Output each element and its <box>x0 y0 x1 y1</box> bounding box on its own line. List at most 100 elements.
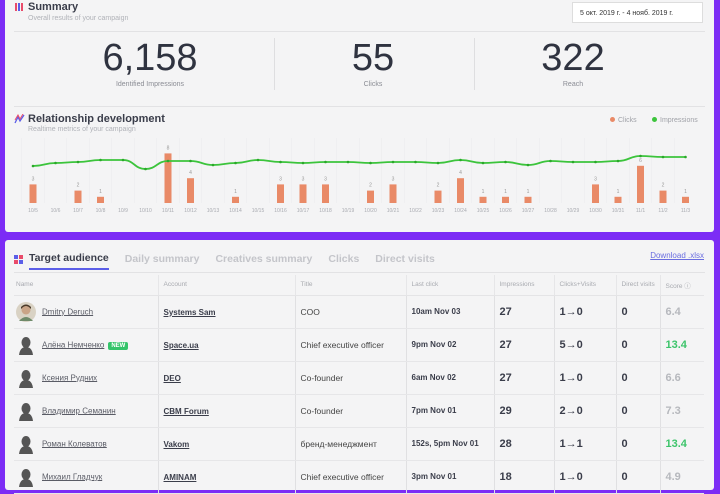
click-bar <box>524 196 532 203</box>
avatar-placeholder-icon <box>19 468 33 487</box>
relationship-title: Relationship development <box>28 113 165 125</box>
cell-direct-visits: 0 <box>615 295 660 329</box>
cell-last-click: 152s, 5pm Nov 01 <box>405 427 494 461</box>
bar-data-label: 2 <box>662 183 665 189</box>
cell-score: 4.9 <box>659 460 704 494</box>
tab-creatives-summary[interactable]: Creatives summary <box>215 253 313 265</box>
legend-label: Impressions <box>660 117 698 124</box>
col-direct-visits[interactable]: Direct visits <box>615 275 660 296</box>
person-name-link[interactable]: Dmitry Deruch <box>42 306 94 316</box>
x-tick-label: 11/2 <box>658 208 668 214</box>
account-link[interactable]: CBM Forum <box>163 406 209 416</box>
x-tick-label: 10/23 <box>432 208 445 214</box>
account-link[interactable]: DEO <box>163 373 181 383</box>
cell-impressions: 27 <box>493 361 554 395</box>
cell-account: Systems Sam <box>157 295 295 329</box>
impressions-point <box>121 158 125 162</box>
x-tick-label: 10/10 <box>139 208 152 214</box>
avatar-placeholder-icon <box>19 336 33 355</box>
table-row[interactable]: Алёна Немченко NEW Space.ua Chief executi… <box>14 328 704 362</box>
table-row[interactable]: Dmitry Deruch Systems Sam COO 10am Nov 0… <box>14 295 704 329</box>
cell-score: 6.4 <box>659 295 704 329</box>
bar-data-label: 8 <box>167 145 170 151</box>
divider <box>14 106 705 107</box>
divider <box>474 38 475 90</box>
col-clicks-visits[interactable]: Clicks+Visits <box>553 275 616 296</box>
click-bar <box>367 190 374 203</box>
impressions-point <box>256 158 260 162</box>
audience-card: Target audience Daily summary Creatives … <box>5 240 714 494</box>
bar-data-label: 4 <box>459 170 462 176</box>
tab-target-audience[interactable]: Target audience <box>29 252 109 270</box>
avatar-placeholder-icon <box>19 435 33 454</box>
audience-table: Name Account Title Last click Impression… <box>14 275 704 494</box>
person-name-link[interactable]: Ксения Рудних <box>42 372 98 382</box>
cell-impressions: 29 <box>493 394 554 428</box>
tab-clicks[interactable]: Clicks <box>328 253 360 265</box>
cell-title: Chief executive officer <box>294 460 406 494</box>
col-score[interactable]: Score ⓘ <box>659 275 704 296</box>
impressions-point <box>436 161 440 165</box>
x-tick-label: 10/16 <box>274 208 287 214</box>
table-row[interactable]: Михаил Гладчук AMINAM Chief executive of… <box>14 460 704 494</box>
bar-data-label: 1 <box>234 189 237 195</box>
stat-value: 322 <box>541 37 605 79</box>
cell-impressions: 27 <box>493 328 554 362</box>
cell-score: 7.3 <box>659 394 704 428</box>
clicks-dot-icon <box>610 117 615 122</box>
impressions-point <box>189 159 192 163</box>
bar-data-label: 2 <box>369 183 372 189</box>
account-link[interactable]: Systems Sam <box>163 307 216 317</box>
table-row[interactable]: Владимир Семанин CBM Forum Co-founder 7p… <box>14 394 704 428</box>
bar-data-label: 1 <box>99 189 102 195</box>
col-last-click[interactable]: Last click <box>405 275 494 296</box>
person-name-link[interactable]: Роман Колеватов <box>42 438 107 448</box>
account-link[interactable]: Space.ua <box>163 340 199 350</box>
cell-name: Роман Колеватов <box>14 427 158 461</box>
stat-value: 55 <box>351 37 395 79</box>
impressions-line <box>32 155 686 170</box>
account-link[interactable]: AMINAM <box>163 472 197 482</box>
person-name-link[interactable]: Михаил Гладчук <box>42 471 103 481</box>
click-bar <box>164 153 172 203</box>
cell-clicks-visits: 5→0 <box>553 328 616 362</box>
click-bar <box>29 184 37 203</box>
impressions-point <box>369 161 372 165</box>
click-bar <box>479 196 487 203</box>
bar-data-label: 2 <box>77 183 80 189</box>
impressions-point <box>346 160 350 164</box>
date-range-picker[interactable]: 5 окт. 2019 г. - 4 нояб. 2019 г. <box>572 2 703 23</box>
cell-name: Ксения Рудних <box>14 361 158 395</box>
tab-direct-visits[interactable]: Direct visits <box>375 253 435 265</box>
tab-daily-summary[interactable]: Daily summary <box>124 253 200 265</box>
click-bar <box>389 184 397 203</box>
impressions-point <box>414 160 417 164</box>
cell-impressions: 27 <box>493 295 554 329</box>
summary-icon <box>15 3 23 11</box>
table-row[interactable]: Роман Колеватов Vakom бренд-менеджмент 1… <box>14 427 704 461</box>
person-name-link[interactable]: Алёна Немченко <box>42 339 105 349</box>
col-impressions[interactable]: Impressions <box>493 275 554 296</box>
x-tick-label: 11/1 <box>636 208 646 214</box>
cell-impressions: 28 <box>493 427 554 461</box>
impressions-point <box>144 167 147 171</box>
bar-data-label: 2 <box>437 183 440 189</box>
table-row[interactable]: Ксения Рудних DEO Co-founder 6am Nov 02 … <box>14 361 704 395</box>
account-link[interactable]: Vakom <box>163 439 190 449</box>
cell-name: Алёна Немченко NEW <box>14 328 158 362</box>
click-bar <box>659 190 667 203</box>
x-tick-label: 10/11 <box>162 208 174 214</box>
x-tick-label: 10/6 <box>51 208 61 214</box>
x-tick-label: 10/5 <box>28 208 38 214</box>
x-tick-label: 10/29 <box>567 208 580 214</box>
col-account[interactable]: Account <box>157 275 295 296</box>
cell-last-click: 3pm Nov 01 <box>405 460 494 494</box>
person-name-link[interactable]: Владимир Семанин <box>42 405 116 415</box>
download-xlsx-link[interactable]: Download .xlsx <box>650 251 704 260</box>
legend-clicks: Clicks <box>610 117 637 124</box>
impressions-point <box>661 155 665 159</box>
col-name[interactable]: Name <box>14 275 158 296</box>
cell-last-click: 10am Nov 03 <box>405 295 494 329</box>
col-title[interactable]: Title <box>294 275 406 296</box>
impressions-point <box>526 163 530 167</box>
